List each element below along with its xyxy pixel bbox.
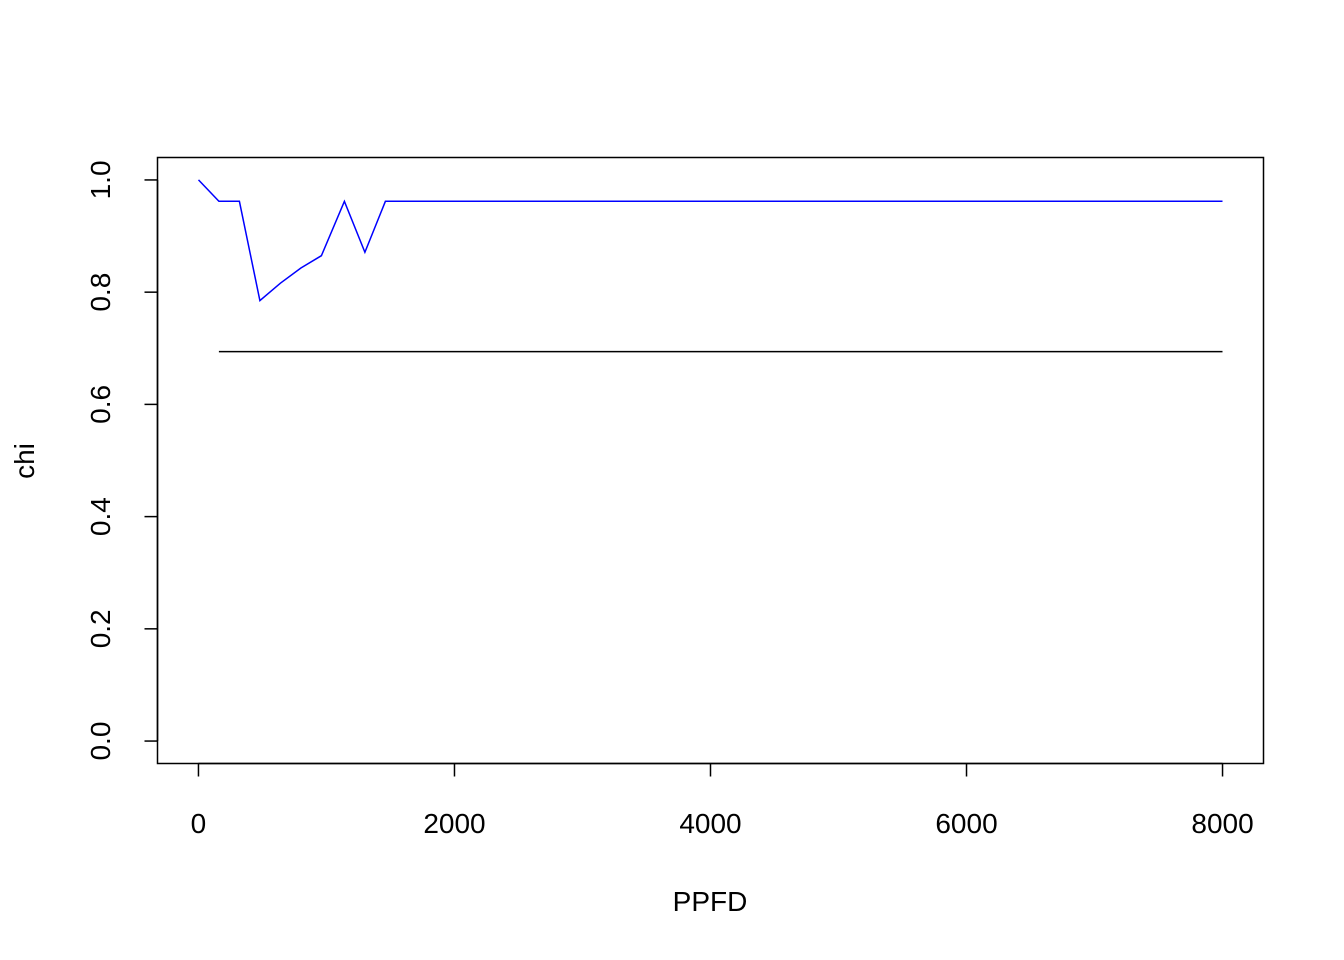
- y-tick-label: 0.8: [85, 273, 116, 312]
- y-tick-label: 1.0: [85, 160, 116, 199]
- y-tick-label: 0.2: [85, 609, 116, 648]
- y-tick-label: 0.4: [85, 497, 116, 536]
- y-axis-label: chi: [9, 443, 40, 479]
- x-tick-label: 2000: [423, 808, 485, 839]
- x-tick-label: 8000: [1191, 808, 1253, 839]
- y-tick-label: 0.6: [85, 385, 116, 424]
- series-line-1: [197, 179, 1223, 302]
- y-tick-label: 0.0: [85, 722, 116, 761]
- plot-frame: [156, 156, 1265, 765]
- x-tick-label: 0: [191, 808, 207, 839]
- x-axis: 0 2000 4000 6000 8000: [191, 762, 1254, 839]
- x-tick-label: 6000: [935, 808, 997, 839]
- x-axis-label: PPFD: [673, 886, 748, 917]
- x-tick-label: 4000: [679, 808, 741, 839]
- y-axis: 0.0 0.2 0.4 0.6 0.8 1.0: [85, 160, 159, 761]
- series-layer: [197, 179, 1223, 353]
